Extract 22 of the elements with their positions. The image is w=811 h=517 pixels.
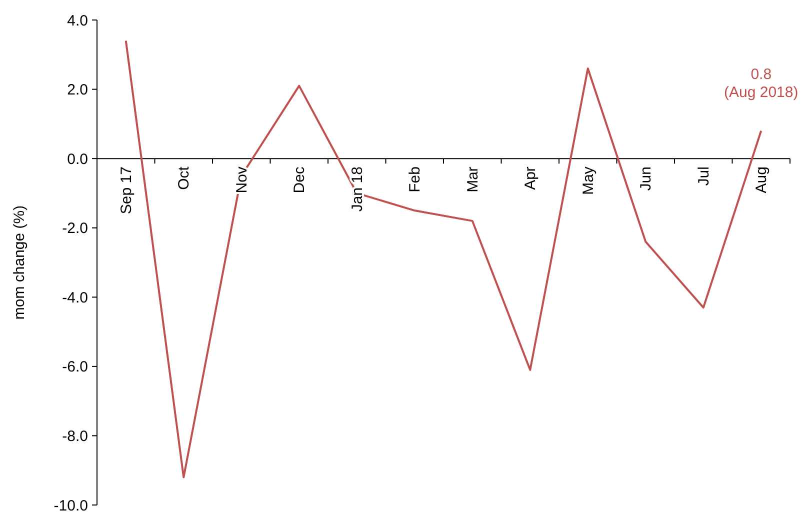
- y-tick-label: 2.0: [67, 82, 88, 99]
- x-tick-label: Jul: [695, 166, 712, 186]
- annotation: 0.8 (Aug 2018): [724, 66, 798, 101]
- x-tick-label: Mar: [464, 166, 482, 192]
- y-axis-title: mom change (%): [11, 205, 28, 320]
- y-tick-label: 0.0: [67, 150, 88, 168]
- y-tick-label: 4.0: [67, 12, 88, 30]
- x-tick-label: May: [580, 166, 597, 195]
- x-tick-label: Oct: [176, 166, 193, 190]
- y-tick-label: -10.0: [54, 497, 88, 514]
- y-tick-label: -6.0: [62, 358, 88, 376]
- x-tick-label: Feb: [406, 166, 424, 192]
- x-tick-label: Aug: [753, 166, 770, 194]
- x-tick-label: Sep 17: [118, 166, 135, 214]
- x-tick-label: Nov: [233, 166, 250, 194]
- y-tick-label: -4.0: [62, 289, 88, 306]
- y-tick-label: -2.0: [62, 220, 88, 238]
- x-tick-label: Jun: [638, 166, 655, 191]
- y-tick-label: -8.0: [62, 428, 88, 445]
- x-tick-label: Apr: [522, 166, 540, 190]
- x-tick-label: Dec: [291, 166, 308, 194]
- x-tick-label: Jan 18: [348, 166, 366, 212]
